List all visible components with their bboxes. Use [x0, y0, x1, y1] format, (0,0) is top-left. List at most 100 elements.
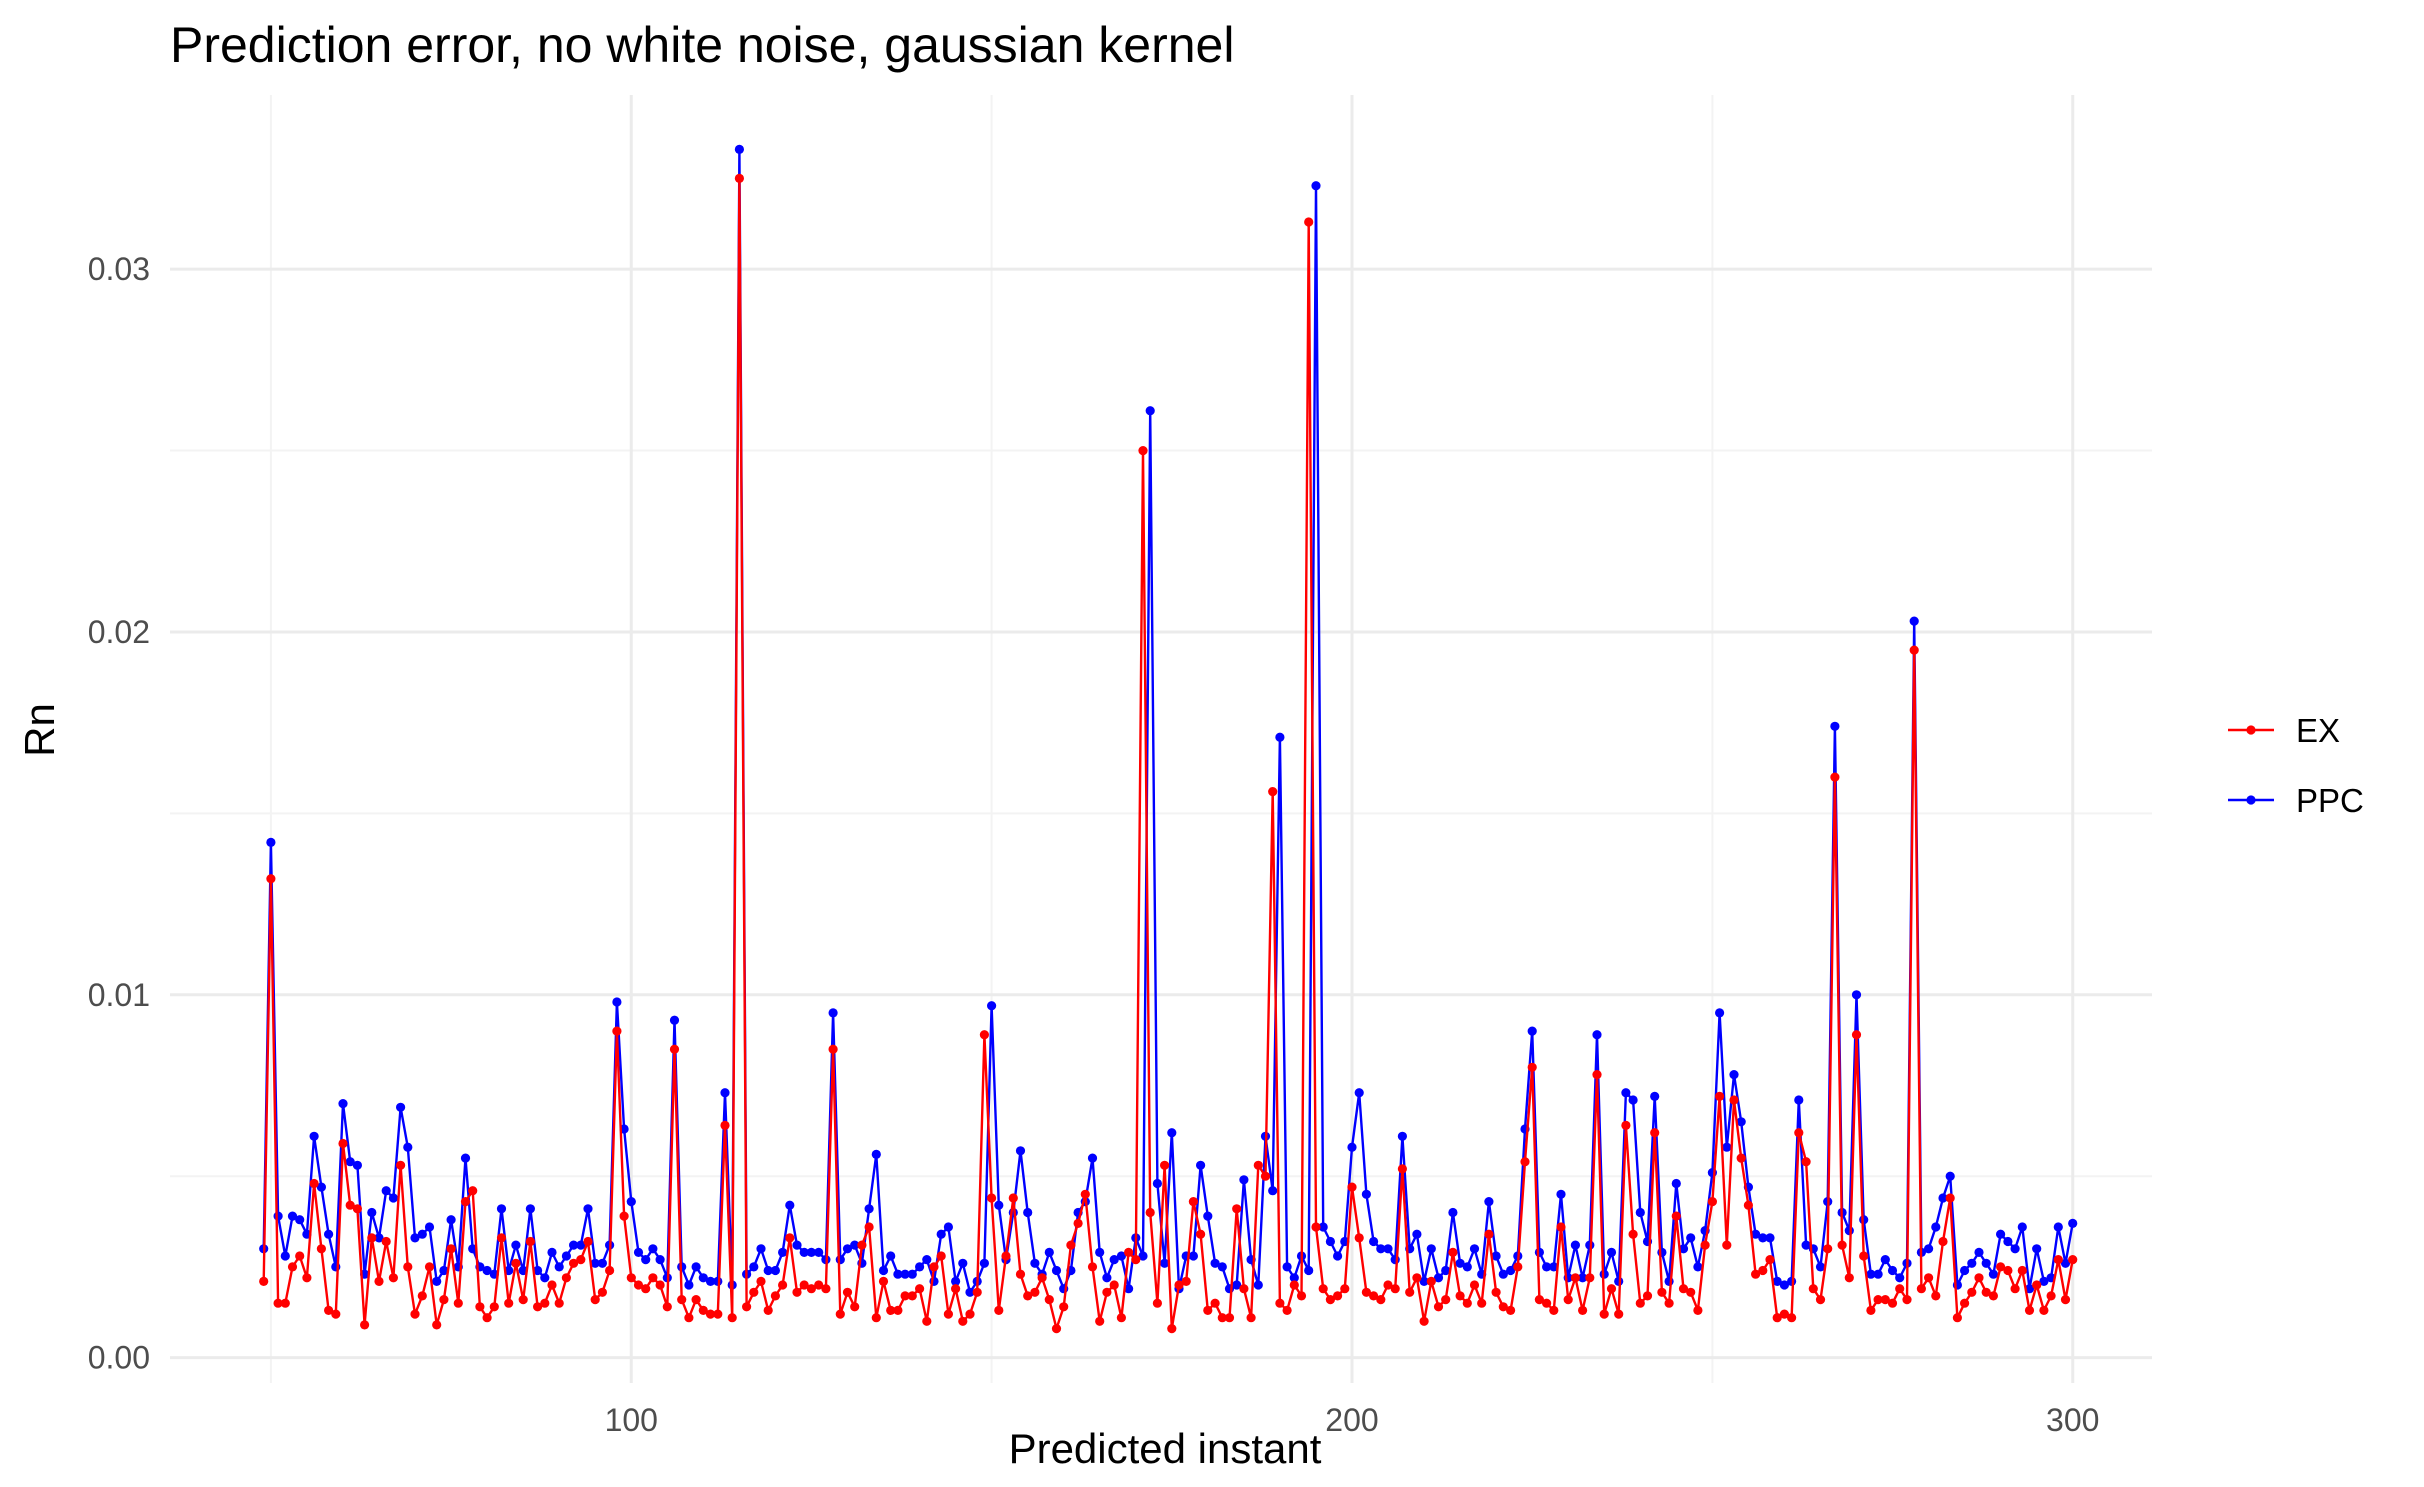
point-ppc-210: [1419, 1276, 1429, 1286]
point-ppc-265: [1815, 1262, 1826, 1272]
point-ex-194: [1304, 217, 1314, 227]
point-ex-279: [1916, 1284, 1926, 1294]
point-ex-123: [792, 1287, 802, 1297]
point-ppc-219: [1484, 1197, 1494, 1207]
point-ex-88: [540, 1298, 550, 1308]
point-ppc-242: [1650, 1091, 1660, 1101]
point-ppc-67: [388, 1193, 398, 1203]
point-ex-277: [1902, 1295, 1912, 1305]
point-ppc-197: [1325, 1236, 1335, 1247]
point-ex-287: [1974, 1273, 1984, 1283]
legend: EX PPC: [2228, 712, 2364, 819]
point-ex-174: [1160, 1160, 1170, 1170]
x-tick-label-0: 100: [605, 1402, 658, 1438]
point-ex-249: [1700, 1240, 1710, 1250]
point-ppc-50: [266, 837, 276, 848]
point-ppc-184: [1232, 1280, 1242, 1290]
point-ppc-198: [1333, 1251, 1343, 1261]
point-ex-98: [612, 1026, 622, 1036]
point-ex-79: [475, 1302, 485, 1312]
point-ppc-52: [280, 1251, 290, 1261]
point-ex-70: [410, 1309, 420, 1319]
point-ppc-75: [446, 1215, 456, 1225]
point-ex-282: [1938, 1236, 1948, 1247]
point-ex-173: [1152, 1298, 1162, 1308]
point-ex-222: [1506, 1305, 1516, 1315]
x-tick-label-2: 300: [2046, 1402, 2099, 1438]
point-ppc-273: [1873, 1269, 1883, 1279]
point-ex-160: [1059, 1302, 1069, 1312]
point-ex-137: [893, 1305, 903, 1315]
point-ppc-101: [633, 1247, 644, 1257]
point-ex-159: [1051, 1324, 1062, 1334]
point-ppc-69: [403, 1142, 413, 1152]
point-ppc-57: [316, 1182, 326, 1192]
point-ppc-289: [1988, 1269, 1998, 1279]
y-tick-label-1: 0.01: [88, 977, 150, 1013]
point-ex-91: [561, 1273, 572, 1283]
point-ex-269: [1844, 1273, 1854, 1283]
point-ex-152: [1001, 1251, 1011, 1261]
point-ppc-243: [1657, 1247, 1667, 1257]
point-ex-192: [1289, 1280, 1299, 1290]
point-ppc-261: [1787, 1276, 1797, 1286]
point-ppc-136: [886, 1251, 896, 1261]
point-ppc-225: [1527, 1026, 1537, 1036]
point-ex-151: [994, 1305, 1004, 1315]
point-ppc-146: [958, 1258, 968, 1268]
x-axis-tick-labels: 100 200 300: [605, 1402, 2100, 1438]
point-ex-291: [2003, 1265, 2013, 1276]
point-ppc-292: [2010, 1244, 2020, 1254]
point-ex-121: [778, 1280, 788, 1290]
point-ex-261: [1787, 1313, 1797, 1323]
point-ex-226: [1534, 1295, 1544, 1305]
point-ex-198: [1333, 1291, 1343, 1301]
point-ex-199: [1340, 1284, 1350, 1294]
point-ex-135: [878, 1276, 889, 1286]
point-ppc-54: [295, 1215, 305, 1225]
point-ppc-66: [381, 1186, 391, 1196]
point-ppc-267: [1830, 721, 1840, 731]
point-ppc-185: [1239, 1175, 1249, 1185]
point-ex-286: [1967, 1287, 1977, 1297]
point-ex-180: [1203, 1305, 1213, 1315]
point-ex-171: [1138, 446, 1148, 456]
point-ex-297: [2046, 1291, 2056, 1301]
point-ex-227: [1542, 1298, 1552, 1308]
point-ppc-296: [2039, 1276, 2049, 1286]
point-ppc-238: [1621, 1088, 1631, 1098]
point-ex-93: [576, 1255, 586, 1265]
point-ppc-187: [1253, 1280, 1263, 1290]
point-ppc-215: [1455, 1258, 1465, 1268]
point-ppc-232: [1578, 1273, 1588, 1283]
point-ppc-87: [533, 1265, 543, 1276]
point-ppc-110: [698, 1273, 708, 1283]
y-tick-label-3: 0.03: [88, 251, 150, 287]
point-ex-216: [1462, 1298, 1472, 1308]
point-ex-257: [1758, 1265, 1768, 1276]
point-ex-260: [1779, 1309, 1789, 1319]
point-ppc-259: [1772, 1276, 1782, 1286]
point-ppc-191: [1282, 1262, 1292, 1272]
point-ex-82: [496, 1233, 507, 1243]
point-ex-131: [850, 1302, 860, 1312]
point-ex-197: [1325, 1295, 1335, 1305]
point-ppc-220: [1491, 1251, 1501, 1261]
point-ppc-298: [2053, 1222, 2063, 1232]
point-ex-117: [749, 1287, 759, 1297]
point-ppc-260: [1779, 1280, 1789, 1290]
point-ex-232: [1578, 1305, 1588, 1315]
point-ex-221: [1498, 1302, 1508, 1312]
point-ex-128: [828, 1044, 838, 1054]
point-ppc-209: [1412, 1229, 1422, 1239]
point-ppc-181: [1210, 1258, 1220, 1268]
point-ex-176: [1174, 1280, 1184, 1290]
series-ex: [259, 173, 2078, 1334]
point-ex-272: [1866, 1305, 1876, 1315]
point-ex-76: [453, 1298, 463, 1308]
point-ex-118: [756, 1276, 766, 1286]
point-ppc-137: [893, 1269, 903, 1279]
point-ex-263: [1801, 1157, 1811, 1167]
point-ex-97: [605, 1265, 615, 1276]
point-ppc-275: [1887, 1265, 1898, 1276]
